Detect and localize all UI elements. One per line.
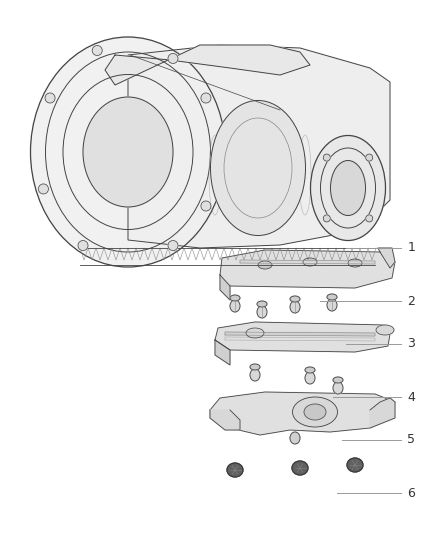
Ellipse shape — [78, 240, 88, 251]
Ellipse shape — [39, 184, 49, 194]
Text: 5: 5 — [407, 433, 415, 446]
Ellipse shape — [311, 135, 385, 240]
Ellipse shape — [366, 154, 373, 161]
Ellipse shape — [168, 240, 178, 251]
Ellipse shape — [331, 160, 365, 215]
Ellipse shape — [250, 364, 260, 370]
Polygon shape — [215, 322, 390, 352]
Ellipse shape — [230, 295, 240, 301]
Text: 6: 6 — [407, 487, 415, 499]
Ellipse shape — [293, 397, 338, 427]
Ellipse shape — [305, 372, 315, 384]
Ellipse shape — [303, 258, 317, 266]
Ellipse shape — [246, 328, 264, 338]
Ellipse shape — [230, 300, 240, 312]
Polygon shape — [378, 248, 395, 268]
Polygon shape — [220, 275, 230, 300]
Polygon shape — [128, 45, 390, 248]
Text: 4: 4 — [407, 391, 415, 403]
Ellipse shape — [201, 201, 211, 211]
Ellipse shape — [290, 296, 300, 302]
Ellipse shape — [257, 306, 267, 318]
Polygon shape — [105, 45, 310, 85]
Ellipse shape — [305, 367, 315, 373]
Ellipse shape — [323, 215, 330, 222]
Ellipse shape — [83, 97, 173, 207]
Ellipse shape — [45, 93, 55, 103]
Ellipse shape — [327, 294, 337, 300]
Ellipse shape — [31, 37, 226, 267]
Ellipse shape — [348, 259, 362, 267]
Ellipse shape — [323, 154, 330, 161]
Ellipse shape — [347, 458, 363, 472]
Text: 3: 3 — [407, 337, 415, 350]
Polygon shape — [210, 392, 395, 435]
Polygon shape — [240, 260, 375, 264]
Ellipse shape — [227, 463, 243, 477]
Ellipse shape — [304, 404, 326, 420]
Ellipse shape — [376, 325, 394, 335]
Ellipse shape — [333, 382, 343, 394]
Ellipse shape — [290, 301, 300, 313]
Ellipse shape — [201, 93, 211, 103]
Ellipse shape — [211, 101, 305, 236]
Ellipse shape — [290, 432, 300, 444]
Polygon shape — [225, 332, 375, 336]
Text: 1: 1 — [407, 241, 415, 254]
Ellipse shape — [333, 377, 343, 383]
Ellipse shape — [250, 369, 260, 381]
Ellipse shape — [168, 53, 178, 63]
Ellipse shape — [327, 299, 337, 311]
Polygon shape — [210, 410, 240, 430]
Ellipse shape — [366, 215, 373, 222]
Ellipse shape — [292, 461, 308, 475]
Ellipse shape — [258, 261, 272, 269]
Polygon shape — [370, 398, 395, 428]
Polygon shape — [215, 340, 230, 365]
Ellipse shape — [92, 45, 102, 55]
Ellipse shape — [257, 301, 267, 307]
Text: 2: 2 — [407, 295, 415, 308]
Polygon shape — [220, 250, 395, 288]
